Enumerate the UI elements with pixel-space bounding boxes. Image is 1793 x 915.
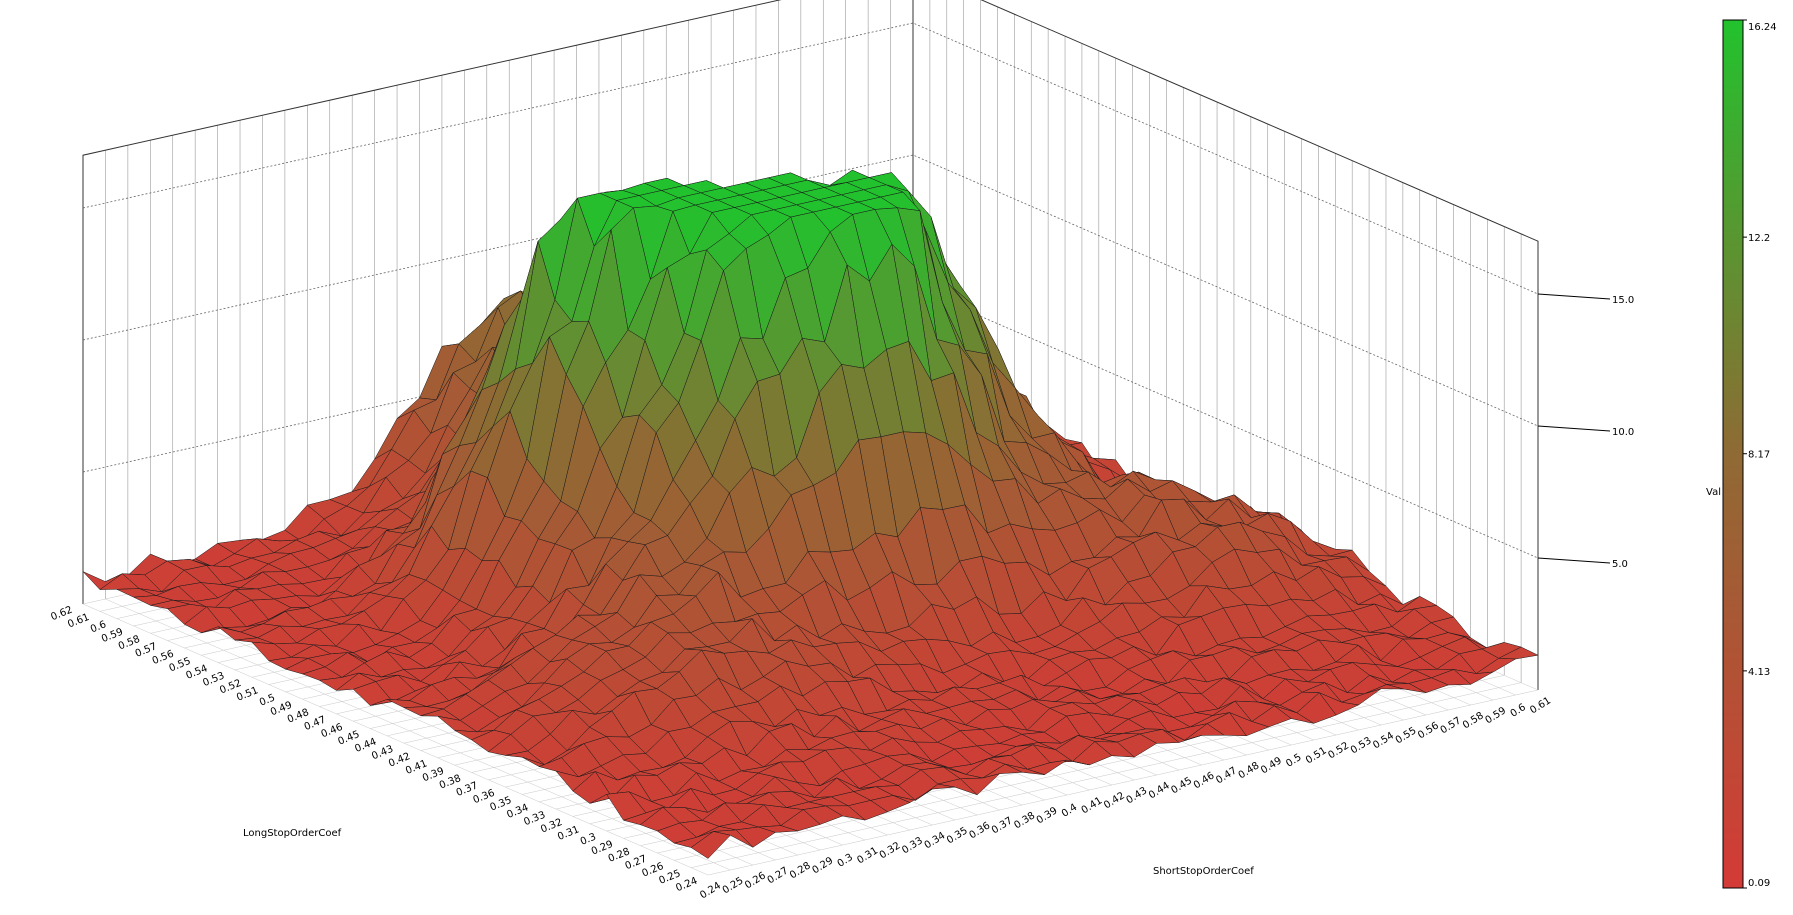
x-tick-label: 0.28: [788, 860, 813, 881]
x-tick-label: 0.59: [1483, 705, 1508, 726]
surface-mesh: [82, 169, 1539, 859]
wall-border: [82, 0, 1539, 690]
colorbar: [1722, 19, 1744, 889]
x-tick-label: 0.38: [1012, 810, 1037, 831]
x-tick-label: 0.35: [945, 825, 970, 846]
x-tick-label: 0.45: [1169, 775, 1194, 796]
x-tick-label: 0.43: [1125, 785, 1150, 806]
wall-z-gridline: [82, 22, 1539, 295]
floor-grid-line: [674, 675, 1505, 861]
x-tick-label: 0.27: [766, 865, 791, 886]
z-axis: 5.0 10.0 15.0: [1537, 293, 1634, 570]
x-tick-label: 0.49: [1259, 755, 1284, 776]
colorbar-tick-label: 12.2: [1748, 233, 1770, 244]
x-tick-label: 0.4: [1060, 802, 1079, 820]
x-tick-label: 0.53: [1349, 735, 1374, 756]
wall-z-gridline: [82, 286, 1539, 559]
z-tick-label: 5.0: [1612, 559, 1628, 570]
z-tick-label: 10.0: [1612, 427, 1634, 438]
x-tick-label: 0.61: [1528, 695, 1553, 716]
z-tick-line: [1537, 293, 1611, 300]
z-tick-label: 15.0: [1612, 295, 1634, 306]
x-tick-label: 0.56: [1416, 720, 1441, 741]
x-tick-label: 0.37: [990, 815, 1015, 836]
x-tick-label: 0.57: [1439, 715, 1464, 736]
x-tick-label: 0.46: [1192, 770, 1217, 791]
x-tick-label: 0.51: [1304, 745, 1329, 766]
x-tick-label: 0.33: [900, 835, 925, 856]
y-axis-title: LongStopOrderCoef: [243, 828, 342, 839]
x-tick-label: 0.24: [698, 880, 723, 901]
x-tick-label: 0.47: [1214, 765, 1239, 786]
x-tick-label: 0.58: [1461, 710, 1486, 731]
colorbar-tick-label: 4.13: [1748, 667, 1770, 678]
x-tick-label: 0.42: [1102, 790, 1127, 811]
surface-cell: [690, 831, 731, 859]
floor-grid-line: [82, 603, 709, 876]
x-tick-label: 0.6: [1509, 702, 1528, 720]
x-tick-label: 0.32: [878, 840, 903, 861]
wall-z-gridline: [82, 154, 1539, 427]
x-tick-label: 0.3: [836, 852, 855, 870]
z-tick-line: [1537, 425, 1611, 432]
x-tick-label: 0.36: [968, 820, 993, 841]
colorbar-tick-label: 8.17: [1748, 450, 1770, 461]
z-axis-title: Val: [1706, 487, 1721, 498]
y-tick-label: 0.5: [258, 692, 277, 708]
x-tick-label: 0.52: [1326, 740, 1351, 761]
colorbar-tick-label: 16.24: [1748, 22, 1777, 33]
x-tick-label: 0.31: [855, 845, 880, 866]
x-tick-label: 0.39: [1035, 805, 1060, 826]
colorbar-ticks: 0.09 4.13 8.17 12.2 16.24: [1743, 19, 1777, 889]
x-tick-label: 0.54: [1371, 730, 1396, 751]
colorbar-tick-label: 0.09: [1748, 878, 1770, 889]
floor-grid-line: [707, 689, 1539, 876]
floor-grid-line: [105, 598, 731, 871]
x-tick-label: 0.48: [1237, 760, 1262, 781]
x-tick-label: 0.41: [1080, 795, 1105, 816]
x-tick-label: 0.5: [1284, 752, 1303, 770]
x-tick-label: 0.29: [810, 855, 835, 876]
x-tick-label: 0.34: [923, 830, 948, 851]
x-tick-label: 0.25: [721, 875, 746, 896]
x-tick-label: 0.55: [1394, 725, 1419, 746]
x-tick-label: 0.26: [743, 870, 768, 891]
x-tick-label: 0.44: [1147, 780, 1172, 801]
floor-grid-line: [691, 682, 1522, 868]
x-axis-title: ShortStopOrderCoef: [1153, 866, 1254, 877]
z-tick-line: [1537, 557, 1611, 564]
